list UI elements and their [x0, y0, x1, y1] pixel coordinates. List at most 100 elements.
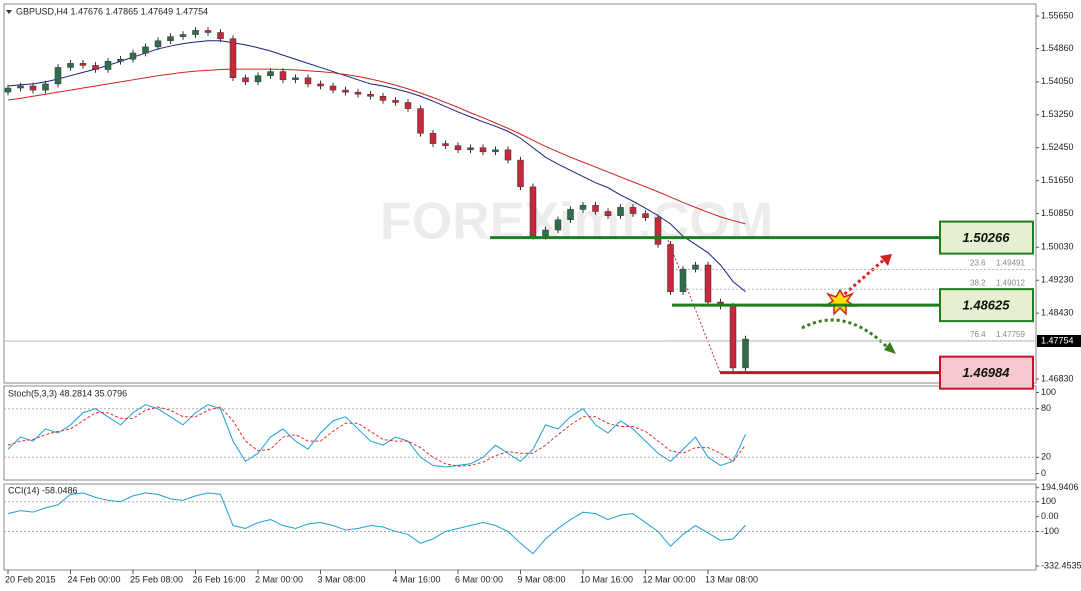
- candle-body: [592, 205, 599, 212]
- candle-body: [242, 77, 249, 83]
- level-label: 1.50266: [963, 230, 1011, 245]
- candle-body: [442, 143, 449, 146]
- x-tick-label: 10 Mar 16:00: [580, 574, 633, 584]
- y-tick-label: -332.4535: [1041, 560, 1081, 570]
- chart-title: GBPUSD,H4 1.47676 1.47865 1.47649 1.4775…: [16, 6, 208, 16]
- candle-body: [217, 32, 224, 39]
- candle-body: [492, 149, 499, 153]
- candle-body: [279, 71, 287, 81]
- x-tick-label: 6 Mar 00:00: [455, 574, 503, 584]
- y-tick-label: 1.54860: [1041, 43, 1074, 53]
- indicator-line: [7, 404, 746, 468]
- cci-title: CCI(14) -58.0486: [8, 485, 78, 495]
- candle-body: [192, 30, 199, 35]
- y-tick-label: 1.55650: [1041, 10, 1074, 20]
- candle-body: [367, 93, 374, 97]
- candle-body: [342, 89, 349, 93]
- x-tick-label: 4 Mar 16:00: [393, 574, 441, 584]
- down-arrow: [801, 318, 890, 350]
- candle-body: [17, 85, 24, 89]
- candle-body: [467, 147, 474, 151]
- current-price-tag: [1037, 334, 1081, 347]
- x-tick-label: 24 Feb 00:00: [68, 574, 121, 584]
- candle-body: [142, 46, 149, 54]
- y-tick-label: 1.46830: [1041, 373, 1074, 383]
- level-box: [939, 355, 1034, 390]
- candle-body: [679, 268, 687, 293]
- x-tick-label: 13 Mar 08:00: [705, 574, 758, 584]
- y-tick-label: 20: [1041, 452, 1051, 462]
- candle-body: [742, 338, 749, 369]
- candle-body: [404, 102, 412, 109]
- x-tick-label: 9 Mar 08:00: [518, 574, 566, 584]
- stoch-panel-frame: [3, 385, 1037, 481]
- candle-body: [29, 85, 37, 91]
- menu-triangle: [6, 10, 12, 14]
- candle-body: [704, 264, 712, 303]
- candle-body: [417, 108, 424, 134]
- level-box: [939, 288, 1034, 323]
- candle-body: [167, 36, 174, 41]
- candle-body: [304, 77, 312, 85]
- y-tick-label: -100: [1041, 526, 1059, 536]
- fib-ratio: 23.6: [970, 259, 986, 268]
- candle-body: [229, 38, 237, 79]
- indicator-line: [7, 492, 746, 555]
- candle-body: [667, 244, 674, 293]
- candle-body: [254, 75, 262, 83]
- candle-body: [392, 100, 399, 103]
- main-panel-frame: [3, 3, 1037, 384]
- candle-body: [204, 30, 212, 33]
- y-tick-label: 0: [1041, 468, 1046, 478]
- candle-body: [567, 209, 574, 220]
- candle-body: [179, 34, 187, 37]
- x-tick-label: 25 Feb 08:00: [130, 574, 183, 584]
- x-tick-label: 2 Mar 00:00: [255, 574, 303, 584]
- y-tick-label: 1.53250: [1041, 109, 1074, 119]
- candle-body: [104, 61, 112, 70]
- fib-ratio: 76.4: [970, 330, 986, 339]
- fib-price: 1.49012: [996, 278, 1025, 287]
- y-tick-label: 194.9406: [1041, 482, 1079, 492]
- level-label: 1.46984: [963, 365, 1011, 380]
- candle-body: [642, 213, 649, 218]
- y-tick-label: 1.50030: [1041, 242, 1074, 252]
- candle-body: [154, 40, 162, 48]
- y-tick-label: 1.52450: [1041, 142, 1074, 152]
- candle-body: [579, 205, 587, 210]
- candle-body: [267, 71, 274, 76]
- indicator-line: [7, 68, 746, 225]
- candle-body: [479, 147, 487, 153]
- watermark: FOREXimf.COM: [380, 193, 773, 251]
- candle-body: [554, 219, 562, 231]
- candle-body: [604, 211, 612, 216]
- candle-body: [379, 96, 387, 101]
- candle-body: [629, 207, 637, 214]
- stoch-title: Stoch(5,3,3) 48.2814 35.0796: [8, 388, 127, 398]
- candle-body: [129, 52, 137, 60]
- level-box: [939, 220, 1034, 255]
- candle-body: [354, 91, 362, 95]
- candle-body: [617, 207, 624, 216]
- y-tick-label: 1.48430: [1041, 308, 1074, 318]
- fib-price: 1.47759: [996, 330, 1025, 339]
- y-tick-label: 1.51650: [1041, 175, 1074, 185]
- candle-body: [654, 217, 662, 245]
- candle-body: [4, 87, 12, 93]
- candle-body: [42, 83, 49, 91]
- candle-body: [504, 149, 512, 161]
- y-tick-label: 0.00: [1041, 511, 1059, 521]
- indicator-line: [7, 406, 746, 467]
- y-tick-label: 100: [1041, 496, 1056, 506]
- x-tick-label: 26 Feb 16:00: [193, 574, 246, 584]
- down-arrow-head: [884, 342, 896, 354]
- candle-body: [54, 67, 62, 85]
- y-tick-label: 1.50850: [1041, 208, 1074, 218]
- y-tick-label: 1.49230: [1041, 275, 1074, 285]
- x-tick-label: 12 Mar 00:00: [643, 574, 696, 584]
- candle-body: [92, 65, 99, 70]
- candle-body: [67, 63, 74, 68]
